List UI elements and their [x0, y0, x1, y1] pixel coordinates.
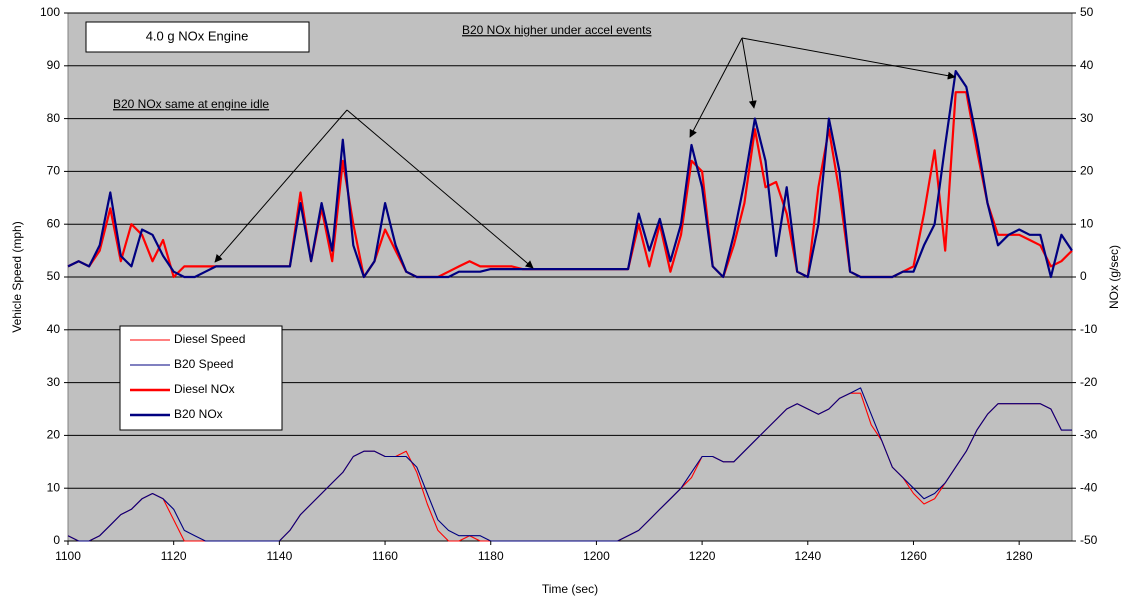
title-box — [85, 21, 310, 53]
arrow — [689, 37, 743, 138]
x-tick-label: 1260 — [900, 549, 927, 563]
y-tick-label: 50 — [47, 269, 61, 283]
series-line — [67, 70, 1073, 279]
x-tick-label: 1160 — [372, 549, 398, 563]
x-tick-label: 1200 — [583, 549, 610, 563]
legend — [119, 325, 283, 431]
series-line — [67, 387, 1072, 542]
y-axis-label: Vehicle Speed (mph) — [10, 221, 24, 332]
x-tick-label: 1280 — [1006, 549, 1033, 563]
y-tick-label: 90 — [47, 58, 61, 72]
y-tick-label: 40 — [47, 322, 61, 336]
y2-tick-label: 50 — [1080, 5, 1094, 19]
arrow — [741, 37, 956, 80]
y-tick-label: 30 — [47, 375, 61, 389]
y2-tick-label: 0 — [1080, 269, 1087, 283]
y2-tick-label: -50 — [1080, 533, 1098, 547]
x-tick-label: 1220 — [689, 549, 716, 563]
y-tick-label: 0 — [53, 533, 60, 547]
x-tick-label: 1120 — [161, 549, 187, 563]
y2-tick-label: 30 — [1080, 111, 1094, 125]
annotation: B20 NOx higher under accel events — [462, 23, 651, 37]
y2-tick-label: 40 — [1080, 58, 1094, 72]
y2-tick-label: -30 — [1080, 428, 1098, 442]
x-axis-label: Time (sec) — [542, 582, 598, 596]
x-tick-label: 1140 — [266, 549, 292, 563]
y2-tick-label: -20 — [1080, 375, 1098, 389]
y2-tick-label: -10 — [1080, 322, 1098, 336]
legend-label: Diesel NOx — [174, 382, 235, 396]
y-tick-label: 70 — [47, 164, 61, 178]
arrow — [741, 37, 757, 109]
y-tick-label: 100 — [40, 5, 60, 19]
arrow — [214, 109, 348, 263]
y2-tick-label: 10 — [1080, 216, 1094, 230]
x-tick-label: 1180 — [478, 549, 504, 563]
legend-items: Diesel Speed B20 Speed Diesel NOx B20 NOx — [130, 332, 245, 421]
annotation: B20 NOx same at engine idle — [113, 97, 269, 111]
arrow — [346, 109, 534, 269]
arrows — [214, 37, 956, 269]
y-tick-label: 60 — [47, 216, 61, 230]
chart-title: 4.0 g NOx Engine — [146, 28, 249, 43]
legend-label: B20 Speed — [174, 357, 233, 371]
y-tick-label: 10 — [47, 480, 61, 494]
y2-tick-label: 20 — [1080, 164, 1094, 178]
legend-label: B20 NOx — [174, 407, 223, 421]
x-tick-label: 1100 — [55, 549, 81, 563]
y-tick-label: 80 — [47, 111, 61, 125]
y-tick-label: 20 — [47, 428, 61, 442]
y2-axis-label: NOx (g/sec) — [1107, 245, 1121, 309]
x-tick-label: 1240 — [794, 549, 821, 563]
lines — [67, 70, 1073, 542]
legend-label: Diesel Speed — [174, 332, 245, 346]
y2-tick-label: -40 — [1080, 480, 1098, 494]
